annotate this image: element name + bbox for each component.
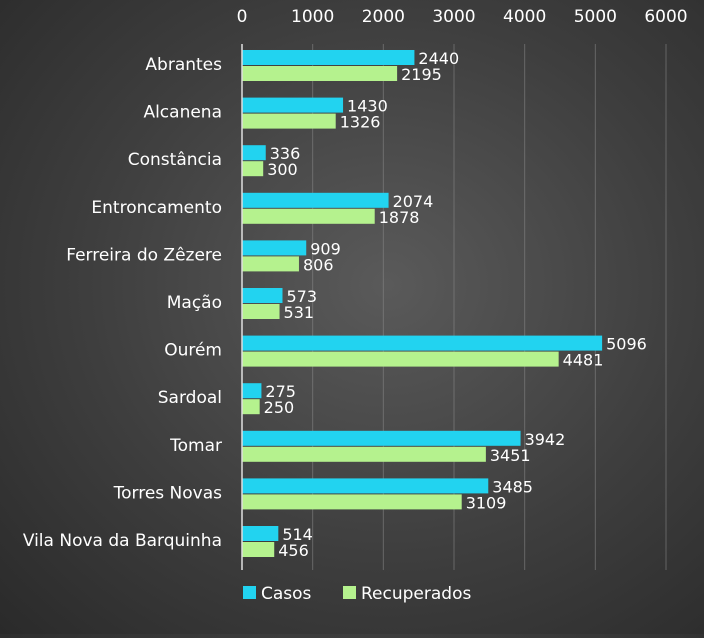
- bar-casos-abrantes: [242, 50, 415, 65]
- data-label-casos-torres-novas: 3485: [492, 477, 533, 496]
- bar-recuperados-abrantes: [242, 66, 398, 81]
- x-tick-label-4000: 4000: [503, 7, 546, 27]
- bar-casos-entroncamento: [242, 192, 389, 208]
- x-tick-label-6000: 6000: [644, 7, 687, 27]
- category-label-alcanena: Alcanena: [143, 103, 222, 123]
- data-label-recuperados-alcanena: 1326: [340, 113, 381, 132]
- bar-recuperados-ma-o: [242, 304, 280, 319]
- bar-casos-alcanena: [242, 97, 344, 113]
- category-label-our-m: Ourém: [164, 341, 222, 361]
- category-label-ferreira-do-z-zere: Ferreira do Zêzere: [66, 245, 222, 265]
- x-tick-label-3000: 3000: [432, 7, 475, 27]
- bar-recuperados-ferreira-do-z-zere: [242, 256, 299, 272]
- category-label-entroncamento: Entroncamento: [91, 198, 222, 218]
- category-label-vila-nova-da-barquinha: Vila Nova da Barquinha: [23, 531, 222, 551]
- bar-casos-const-ncia: [242, 145, 266, 161]
- data-label-casos-our-m: 5096: [606, 335, 647, 354]
- bar-recuperados-tomar: [242, 446, 486, 462]
- bar-casos-ferreira-do-z-zere: [242, 240, 307, 256]
- category-label-tomar: Tomar: [169, 436, 222, 456]
- x-tick-label-2000: 2000: [362, 7, 405, 27]
- data-label-recuperados-abrantes: 2195: [401, 65, 442, 84]
- category-label-abrantes: Abrantes: [145, 55, 222, 75]
- bar-recuperados-sardoal: [242, 399, 260, 415]
- data-label-recuperados-sardoal: 250: [264, 398, 295, 417]
- bar-recuperados-vila-nova-da-barquinha: [242, 542, 275, 557]
- bar-recuperados-our-m: [242, 351, 559, 367]
- data-label-casos-vila-nova-da-barquinha: 514: [282, 525, 313, 544]
- legend-label-casos: Casos: [261, 584, 312, 604]
- data-label-recuperados-entroncamento: 1878: [379, 208, 420, 227]
- category-label-torres-novas: Torres Novas: [113, 483, 223, 503]
- category-label-sardoal: Sardoal: [158, 388, 222, 408]
- data-label-casos-ferreira-do-z-zere: 909: [310, 239, 341, 258]
- legend-swatch-recuperados: [343, 586, 356, 599]
- bar-casos-tomar: [242, 430, 521, 446]
- bar-casos-vila-nova-da-barquinha: [242, 526, 279, 541]
- category-label-const-ncia: Constância: [128, 150, 222, 170]
- data-label-recuperados-vila-nova-da-barquinha: 456: [278, 541, 309, 560]
- data-label-recuperados-ma-o: 531: [284, 303, 315, 322]
- data-label-recuperados-torres-novas: 3109: [466, 493, 507, 512]
- x-tick-label-1000: 1000: [291, 7, 334, 27]
- data-label-casos-const-ncia: 336: [270, 144, 301, 163]
- legend-label-recuperados: Recuperados: [361, 584, 471, 604]
- bar-recuperados-const-ncia: [242, 161, 264, 177]
- data-label-casos-sardoal: 275: [265, 382, 296, 401]
- category-label-ma-o: Mação: [167, 293, 222, 313]
- data-label-recuperados-const-ncia: 300: [267, 160, 298, 179]
- data-label-casos-ma-o: 573: [286, 287, 317, 306]
- bar-recuperados-alcanena: [242, 113, 336, 129]
- data-label-casos-abrantes: 2440: [418, 49, 459, 68]
- data-label-casos-alcanena: 1430: [347, 97, 388, 116]
- data-label-recuperados-our-m: 4481: [563, 351, 604, 370]
- data-label-recuperados-ferreira-do-z-zere: 806: [303, 255, 334, 274]
- data-label-casos-tomar: 3942: [525, 430, 566, 449]
- x-tick-label-0: 0: [237, 7, 248, 27]
- data-label-casos-entroncamento: 2074: [393, 192, 434, 211]
- bar-casos-our-m: [242, 335, 603, 351]
- bar-casos-ma-o: [242, 288, 283, 303]
- bar-recuperados-entroncamento: [242, 208, 375, 224]
- bar-casos-torres-novas: [242, 478, 489, 494]
- x-tick-label-5000: 5000: [574, 7, 617, 27]
- bar-casos-sardoal: [242, 383, 262, 399]
- bar-recuperados-torres-novas: [242, 494, 462, 510]
- legend-swatch-casos: [243, 586, 256, 599]
- data-label-recuperados-tomar: 3451: [490, 446, 531, 465]
